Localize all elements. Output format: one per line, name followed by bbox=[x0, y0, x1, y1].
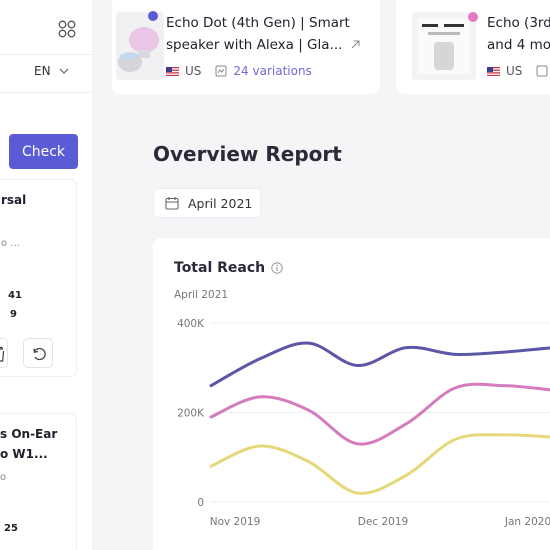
card-number: 9 bbox=[10, 309, 17, 320]
product-thumbnail bbox=[412, 12, 476, 80]
refresh-icon bbox=[33, 347, 46, 361]
variations-icon bbox=[536, 65, 548, 77]
date-picker[interactable]: April 2021 bbox=[153, 188, 261, 218]
chevron-down-icon bbox=[59, 68, 68, 74]
product-title: Echo Dot (4th Gen) | Smart bbox=[166, 15, 350, 31]
delete-button[interactable] bbox=[0, 338, 8, 368]
card-number: 41 bbox=[8, 290, 22, 301]
variations-count[interactable]: 24 variations bbox=[233, 64, 312, 78]
x-tick-label: Jan 2020 bbox=[504, 516, 550, 528]
card-title: s On-Ear bbox=[0, 427, 58, 441]
sidebar-product-card[interactable]: s On-Ear o W1... o 25 bbox=[0, 414, 76, 550]
product-thumbnail bbox=[116, 12, 164, 80]
chart-title: Total Reach bbox=[174, 260, 266, 276]
series-line bbox=[209, 433, 550, 495]
smart-bulb-image bbox=[118, 27, 159, 72]
calendar-icon bbox=[165, 197, 179, 210]
card-subtitle: o ... bbox=[1, 238, 20, 249]
page-title: Overview Report bbox=[153, 142, 342, 166]
country-label: US bbox=[506, 64, 523, 78]
total-reach-card: Total Reach April 2021 400K 200K 0 Nov 2019… bbox=[153, 238, 550, 550]
language-value: EN bbox=[34, 64, 51, 78]
product-title: Echo (3rd bbox=[487, 15, 550, 31]
product-card[interactable]: Echo Dot (4th Gen) | Smart speaker with … bbox=[112, 0, 380, 94]
sidebar-divider bbox=[0, 54, 92, 55]
us-flag-icon bbox=[487, 66, 500, 76]
language-select[interactable]: EN bbox=[34, 64, 69, 78]
total-reach-chart: 400K 200K 0 Nov 2019 Dec 2019 Jan 2020 bbox=[177, 318, 550, 528]
sidebar-divider bbox=[0, 92, 92, 93]
chart-title-row: Total Reach bbox=[174, 260, 283, 276]
product-meta: US 24 variations bbox=[166, 64, 312, 78]
y-tick-label: 400K bbox=[177, 318, 205, 330]
refresh-button[interactable] bbox=[23, 338, 53, 368]
x-tick-label: Nov 2019 bbox=[210, 516, 261, 528]
product-title: and 4 mo bbox=[487, 37, 550, 53]
echo-speaker-image bbox=[418, 18, 470, 74]
card-number: 25 bbox=[4, 523, 18, 534]
card-title: rsal bbox=[1, 193, 27, 207]
sidebar: EN Check rsal o ... 41 9 s On-Ear o W1..… bbox=[0, 0, 92, 550]
card-subtitle: o bbox=[0, 472, 7, 483]
country-label: US bbox=[185, 64, 202, 78]
trash-icon bbox=[0, 346, 5, 362]
series-line bbox=[209, 382, 550, 446]
chart-subtitle: April 2021 bbox=[174, 289, 229, 301]
sidebar-product-card[interactable]: rsal o ... 41 9 bbox=[0, 180, 76, 376]
variations-icon bbox=[215, 65, 227, 77]
product-title[interactable]: speaker with Alexa | Gla... bbox=[166, 34, 360, 56]
info-icon[interactable] bbox=[271, 262, 283, 274]
card-title: o W1... bbox=[0, 447, 48, 461]
date-value: April 2021 bbox=[188, 195, 253, 211]
product-meta: US bbox=[487, 64, 548, 78]
series-line bbox=[209, 341, 550, 388]
apps-grid-icon[interactable] bbox=[58, 20, 76, 38]
external-link-icon bbox=[351, 40, 360, 49]
check-button[interactable]: Check bbox=[9, 134, 78, 169]
status-dot bbox=[468, 12, 478, 22]
y-tick-label: 0 bbox=[197, 497, 204, 509]
us-flag-icon bbox=[166, 66, 179, 76]
y-tick-label: 200K bbox=[177, 408, 205, 420]
status-dot bbox=[148, 11, 158, 21]
product-title-line: speaker with Alexa | Gla... bbox=[166, 37, 343, 53]
x-tick-label: Dec 2019 bbox=[358, 516, 408, 528]
product-card[interactable]: Echo (3rd and 4 mo US bbox=[396, 0, 550, 94]
